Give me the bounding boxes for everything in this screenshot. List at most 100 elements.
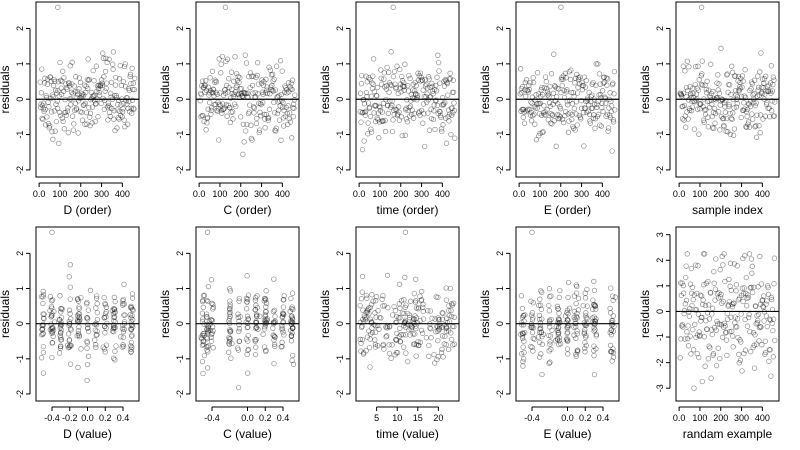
data-point (751, 365, 758, 371)
data-point (228, 328, 234, 334)
data-point (82, 121, 88, 127)
data-point (124, 95, 130, 101)
data-point (40, 294, 46, 300)
data-point (547, 341, 553, 347)
data-point (560, 76, 566, 82)
data-point (249, 82, 256, 89)
data-point (738, 339, 744, 345)
data-point (729, 304, 736, 310)
data-point (122, 61, 128, 67)
data-point (399, 132, 405, 139)
data-point (255, 81, 262, 87)
data-point (699, 314, 705, 321)
data-point (591, 371, 598, 378)
data-point (227, 298, 233, 304)
data-point (392, 106, 399, 112)
data-point (732, 314, 738, 320)
data-point (205, 344, 211, 350)
data-point (121, 326, 127, 332)
data-point (711, 325, 718, 331)
data-point (112, 82, 119, 88)
data-point (712, 297, 718, 303)
x-tick-label: 200 (713, 413, 728, 423)
y-axis-label: residuals (638, 290, 652, 338)
data-point (366, 75, 372, 81)
data-point (693, 97, 699, 103)
data-point (601, 74, 607, 80)
data-point (201, 330, 207, 337)
data-point (529, 310, 536, 316)
data-point (374, 115, 380, 121)
data-point (409, 95, 416, 101)
data-point (546, 317, 553, 323)
data-point (386, 69, 392, 76)
data-point (520, 106, 526, 112)
data-point (762, 113, 768, 119)
y-tick-label: 0 (495, 97, 505, 102)
data-point (521, 109, 527, 115)
data-point (256, 100, 262, 106)
data-point (728, 287, 734, 293)
data-point (401, 297, 407, 303)
data-point (222, 87, 228, 93)
data-point (575, 295, 582, 301)
data-point (575, 347, 581, 353)
data-point (253, 302, 259, 308)
data-point (406, 327, 412, 333)
data-point (430, 88, 436, 94)
data-point (357, 319, 364, 325)
data-point (756, 338, 762, 344)
data-point (740, 255, 746, 262)
data-point (285, 103, 291, 109)
data-point (420, 120, 426, 126)
data-point (731, 105, 737, 111)
data-point (525, 89, 532, 95)
data-point (51, 319, 58, 325)
data-point (413, 305, 420, 311)
data-point (589, 92, 595, 98)
data-point (579, 87, 586, 93)
data-point (752, 124, 758, 130)
data-point (202, 82, 208, 89)
data-point (383, 86, 389, 92)
data-point (121, 117, 127, 123)
data-point (366, 305, 372, 311)
data-point (729, 301, 735, 307)
data-point (687, 305, 693, 312)
data-point (523, 108, 529, 115)
data-point (530, 315, 536, 321)
data-point (682, 301, 688, 307)
data-point (128, 303, 134, 310)
data-point (202, 89, 208, 95)
data-point (76, 324, 82, 330)
data-point (553, 94, 560, 100)
data-point (678, 91, 685, 98)
data-point (747, 87, 753, 94)
data-point (69, 113, 76, 119)
data-point (392, 81, 398, 87)
data-point (263, 111, 269, 118)
data-point (45, 99, 51, 106)
data-point (693, 91, 700, 97)
data-point (706, 343, 712, 349)
data-point (51, 108, 58, 114)
data-point (720, 115, 726, 122)
data-point (447, 76, 454, 82)
y-tick-label: 1 (335, 61, 345, 66)
data-point (537, 302, 544, 308)
data-point (759, 342, 765, 348)
data-point (585, 108, 591, 114)
data-point (769, 296, 775, 303)
data-point (540, 92, 546, 98)
data-point (280, 304, 287, 310)
data-point (279, 98, 285, 104)
data-point (567, 97, 573, 103)
data-point (273, 63, 280, 69)
y-tick-label: 1 (655, 283, 665, 288)
data-point (51, 76, 57, 83)
data-point (707, 93, 713, 99)
data-point (58, 91, 65, 98)
data-point (198, 91, 205, 98)
data-point (592, 303, 598, 309)
